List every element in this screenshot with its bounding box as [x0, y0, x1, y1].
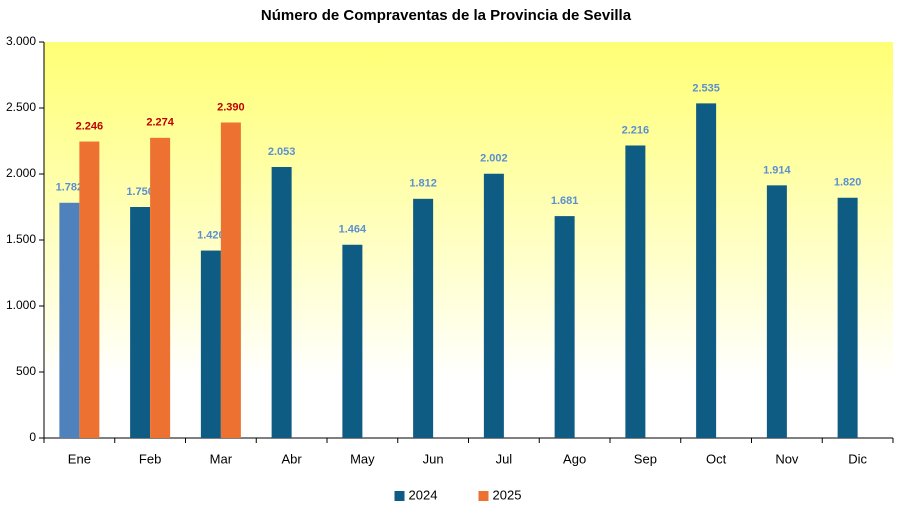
data-label: 1.464	[339, 224, 367, 236]
x-tick-label: Ago	[563, 451, 586, 466]
plot-background	[44, 42, 893, 438]
data-label: 2.535	[692, 82, 720, 94]
x-tick-label: Sep	[634, 451, 657, 466]
data-label: 1.420	[197, 229, 225, 241]
legend-swatch	[394, 491, 405, 501]
data-label: 2.274	[146, 117, 174, 129]
bar	[342, 244, 363, 438]
bar	[696, 103, 717, 438]
data-label: 1.750	[126, 186, 154, 198]
data-label: 2.216	[622, 124, 650, 136]
legend-swatch	[478, 491, 489, 501]
bar	[150, 137, 171, 438]
x-tick-label: Mar	[210, 451, 233, 466]
data-label: 2.246	[76, 120, 104, 132]
bar	[130, 207, 151, 438]
data-label: 1.681	[551, 195, 579, 207]
data-label: 1.914	[763, 164, 791, 176]
x-tick-label: Jul	[496, 451, 513, 466]
bar	[271, 167, 292, 438]
bar	[220, 122, 241, 439]
y-tick-label: 2.500	[6, 100, 36, 114]
x-tick-label: Nov	[775, 451, 799, 466]
bar	[483, 173, 504, 438]
bar	[766, 185, 787, 438]
chart-title: Número de Compraventas de la Provincia d…	[261, 7, 632, 24]
x-tick-label: Jun	[423, 451, 444, 466]
x-tick-label: May	[350, 451, 375, 466]
legend-label: 2025	[493, 487, 522, 502]
data-label: 1.820	[834, 177, 862, 189]
bar	[413, 198, 434, 438]
x-tick-label: Oct	[706, 451, 727, 466]
bar	[837, 197, 858, 438]
legend-label: 2024	[409, 487, 438, 502]
y-tick-label: 500	[16, 364, 36, 378]
x-tick-label: Dic	[848, 451, 867, 466]
bar	[59, 202, 80, 438]
data-label: 2.053	[268, 146, 296, 158]
bar	[79, 141, 100, 438]
bar	[625, 145, 646, 438]
data-label: 2.390	[217, 101, 245, 113]
x-tick-label: Feb	[139, 451, 161, 466]
y-tick-label: 2.000	[6, 166, 36, 180]
y-tick-label: 3.000	[6, 34, 36, 48]
data-label: 1.812	[409, 178, 437, 190]
bar	[200, 250, 221, 438]
bar	[554, 216, 575, 438]
x-tick-label: Abr	[282, 451, 303, 466]
y-tick-label: 1.500	[6, 232, 36, 246]
y-tick-label: 1.000	[6, 298, 36, 312]
data-label: 2.002	[480, 153, 508, 165]
data-label: 1.782	[56, 182, 84, 194]
x-tick-label: Ene	[68, 451, 91, 466]
y-tick-label: 0	[29, 430, 36, 444]
